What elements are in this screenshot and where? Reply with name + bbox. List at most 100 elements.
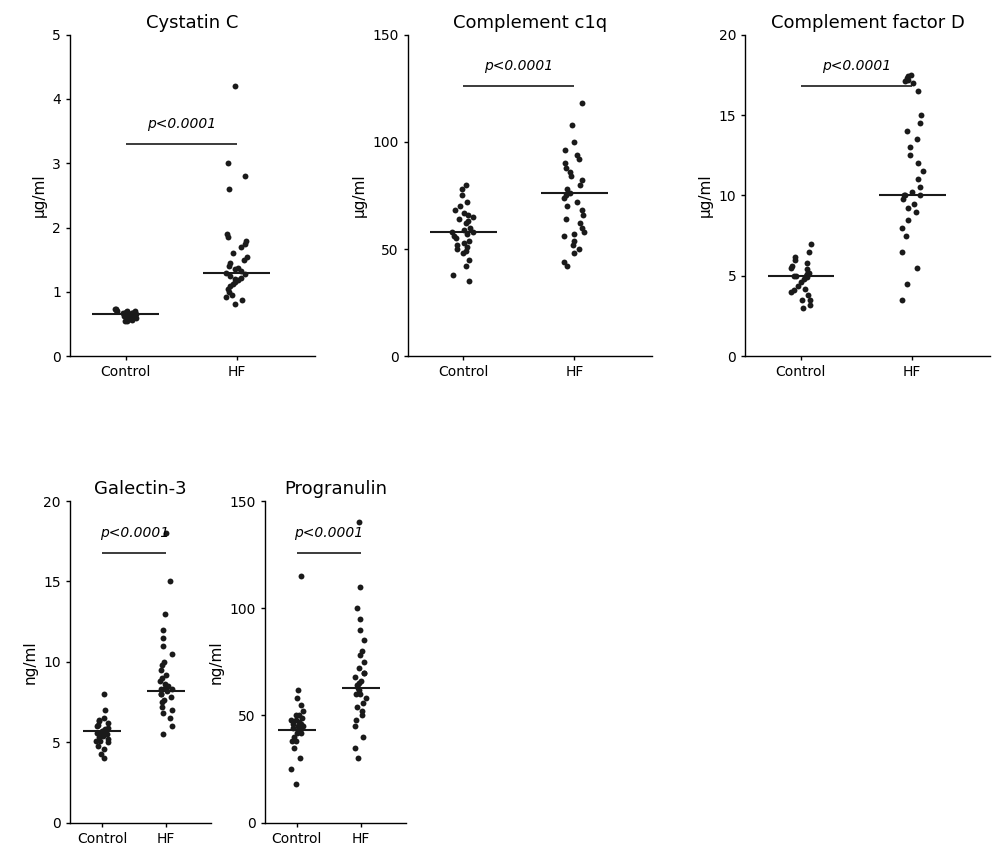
Point — [347, 720, 363, 734]
Point — [566, 234, 582, 248]
Point — [291, 715, 307, 729]
Point — [454, 182, 470, 196]
Point — [452, 199, 468, 213]
Point — [95, 729, 111, 743]
Point — [801, 245, 817, 259]
Point — [903, 68, 919, 81]
Point — [124, 313, 140, 326]
Point — [285, 721, 301, 735]
Point — [897, 74, 913, 88]
Point — [351, 515, 367, 529]
Point — [794, 293, 810, 307]
Point — [288, 708, 304, 722]
Point — [288, 734, 304, 748]
Point — [798, 269, 814, 283]
Point — [116, 309, 132, 323]
Point — [288, 713, 304, 727]
Point — [348, 687, 364, 701]
Y-axis label: μg/ml: μg/ml — [352, 174, 367, 217]
Point — [288, 777, 304, 791]
Point — [797, 281, 813, 295]
Text: p<0.0001: p<0.0001 — [100, 526, 169, 540]
Point — [910, 84, 926, 98]
Point — [459, 195, 475, 209]
Point — [461, 253, 477, 267]
Point — [906, 197, 922, 210]
Point — [801, 266, 817, 280]
Point — [352, 580, 368, 594]
Point — [802, 298, 818, 312]
Point — [96, 742, 112, 756]
Point — [451, 212, 467, 226]
Point — [128, 307, 144, 320]
Point — [905, 76, 921, 90]
Point — [286, 730, 302, 744]
Point — [356, 666, 372, 680]
Point — [455, 247, 471, 261]
Point — [93, 746, 109, 760]
Point — [351, 676, 367, 690]
Point — [912, 189, 928, 203]
Point — [220, 157, 236, 171]
Point — [89, 720, 105, 734]
Point — [164, 682, 180, 696]
Point — [120, 311, 136, 325]
Point — [222, 279, 238, 293]
Point — [119, 304, 135, 318]
Point — [454, 189, 470, 203]
Point — [283, 713, 299, 727]
Text: p<0.0001: p<0.0001 — [294, 526, 363, 540]
Point — [786, 283, 802, 297]
Point — [460, 214, 476, 228]
Point — [894, 293, 910, 307]
Point — [237, 267, 253, 281]
Point — [286, 740, 302, 754]
Point — [902, 148, 918, 162]
Point — [99, 727, 115, 741]
Point — [293, 569, 309, 583]
Point — [562, 186, 578, 200]
Point — [456, 236, 472, 249]
Point — [900, 213, 916, 227]
Point — [155, 707, 171, 721]
Point — [356, 666, 372, 680]
Point — [124, 309, 140, 323]
Point — [119, 314, 135, 328]
Point — [787, 253, 803, 267]
Point — [788, 269, 804, 283]
Point — [562, 165, 578, 178]
Point — [158, 527, 174, 540]
Point — [115, 307, 131, 320]
Point — [116, 307, 132, 321]
Point — [458, 244, 474, 258]
Point — [237, 169, 253, 183]
Point — [109, 304, 125, 318]
Point — [356, 634, 372, 648]
Point — [563, 169, 579, 183]
Point — [559, 199, 575, 213]
Point — [290, 682, 306, 696]
Point — [900, 202, 916, 216]
Point — [220, 230, 236, 244]
Point — [128, 312, 144, 326]
Point — [566, 135, 582, 149]
Point — [155, 623, 171, 637]
Point — [117, 314, 133, 328]
Point — [899, 277, 915, 291]
Point — [153, 687, 169, 701]
Point — [238, 234, 254, 248]
Point — [156, 694, 172, 708]
Point — [164, 703, 180, 717]
Point — [912, 180, 928, 194]
Point — [802, 293, 818, 307]
Point — [162, 711, 178, 725]
Point — [96, 687, 112, 701]
Point — [284, 734, 300, 748]
Point — [100, 732, 116, 746]
Point — [96, 711, 112, 725]
Point — [352, 623, 368, 637]
Point — [458, 259, 474, 273]
Point — [904, 185, 920, 199]
Point — [571, 152, 587, 166]
Point — [354, 644, 370, 658]
